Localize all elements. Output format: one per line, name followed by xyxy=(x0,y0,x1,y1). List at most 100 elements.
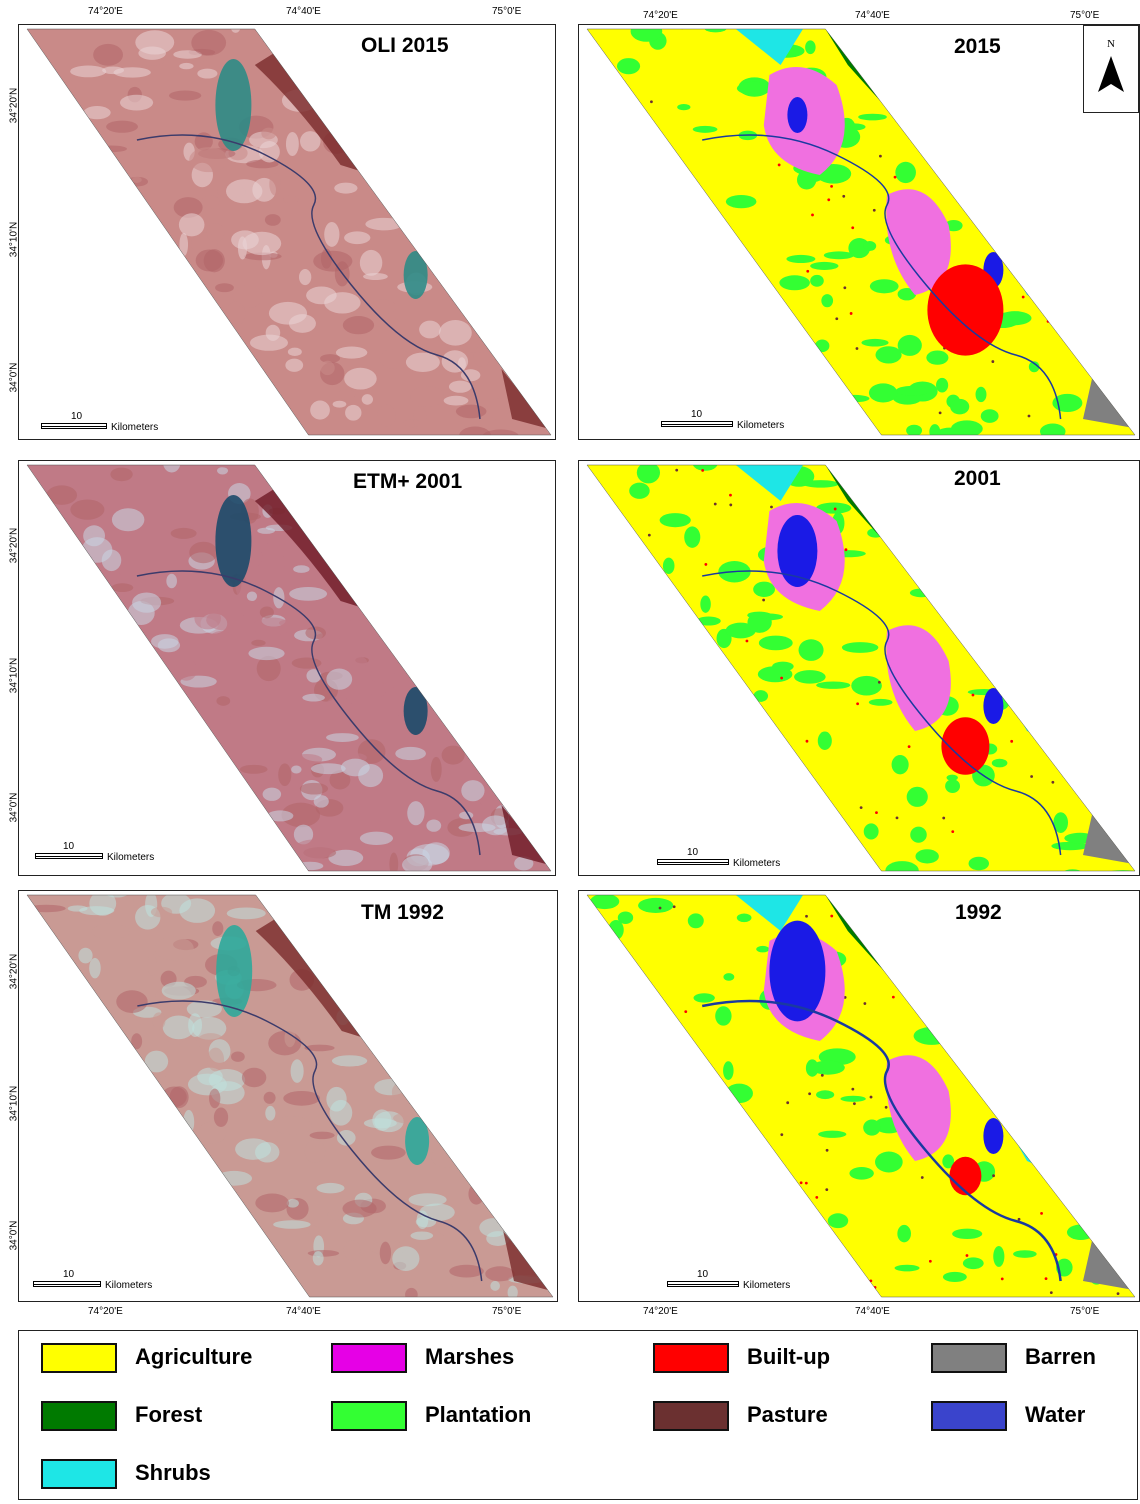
plantation-patch xyxy=(895,161,916,184)
scattered-pixel xyxy=(1021,295,1025,299)
texture-patch xyxy=(298,269,312,286)
jhelum-river xyxy=(137,1000,483,1282)
lon-label-bottom-left-3: 75°0'E xyxy=(492,1306,522,1317)
texture-patch xyxy=(241,1067,267,1088)
texture-patch xyxy=(479,1218,508,1238)
texture-patch xyxy=(207,1047,225,1072)
plantation-patch xyxy=(909,588,933,598)
texture-patch xyxy=(217,467,229,475)
texture-patch xyxy=(163,465,181,473)
texture-patch xyxy=(307,1249,340,1257)
texture-patch xyxy=(150,906,173,918)
plantation-patch xyxy=(693,993,715,1003)
legend-swatch xyxy=(331,1343,407,1373)
scattered-pixel xyxy=(804,1181,808,1185)
plantation-patch xyxy=(815,339,830,353)
texture-patch xyxy=(281,802,321,828)
texture-patch xyxy=(316,1182,345,1194)
texture-patch xyxy=(216,696,231,706)
plantation-patch xyxy=(991,758,1008,768)
texture-patch xyxy=(111,508,145,532)
plantation-patch xyxy=(802,480,839,488)
scattered-pixel xyxy=(805,739,809,743)
texture-patch xyxy=(343,1240,361,1261)
texture-patch xyxy=(262,787,282,801)
texture-patch xyxy=(215,283,234,293)
plantation-patch xyxy=(891,755,909,775)
legend-swatch xyxy=(41,1401,117,1431)
texture-patch xyxy=(320,248,333,269)
texture-patch xyxy=(266,810,294,822)
panel-tm-1992: TM 1992 10 Kilometers xyxy=(18,890,558,1302)
texture-patch xyxy=(175,658,198,681)
scene-outline xyxy=(26,464,552,872)
texture-patch xyxy=(263,1091,276,1104)
texture-patch xyxy=(359,249,383,276)
panel-title: ETM+ 2001 xyxy=(353,470,463,493)
plantation-patch xyxy=(952,1228,983,1239)
wular-lake xyxy=(787,97,808,133)
texture-patch xyxy=(131,176,142,183)
scattered-pixel xyxy=(701,468,705,472)
legend-label: Plantation xyxy=(425,1402,532,1427)
legend-label: Marshes xyxy=(425,1344,515,1369)
north-arrow-icon xyxy=(1098,56,1124,92)
plantation-patch xyxy=(692,125,718,133)
etm-2001-image xyxy=(26,464,552,872)
texture-patch xyxy=(216,1170,253,1186)
plantation-patch xyxy=(757,666,793,683)
plantation-patch xyxy=(715,1006,732,1026)
plantation-patch xyxy=(868,383,898,403)
scale-bar-graphic xyxy=(33,1281,101,1287)
texture-patch xyxy=(189,541,218,564)
scale-bar-graphic xyxy=(667,1281,739,1287)
texture-patch xyxy=(507,1285,518,1297)
plantation-patch xyxy=(942,1271,967,1283)
scale-unit: Kilometers xyxy=(737,420,785,431)
legend-label: Built-up xyxy=(747,1344,831,1369)
scale-unit: Kilometers xyxy=(107,852,155,863)
texture-patch xyxy=(173,197,203,218)
panel-title: OLI 2015 xyxy=(361,34,449,57)
texture-patch xyxy=(309,1131,335,1140)
plantation-patch xyxy=(794,670,826,684)
srinagar-built-up xyxy=(949,1156,982,1196)
plantation-patch xyxy=(736,81,772,96)
texture-patch xyxy=(293,824,314,845)
scattered-pixel xyxy=(853,1102,856,1106)
texture-patch xyxy=(268,1030,302,1056)
scattered-pixel xyxy=(992,1174,995,1178)
texture-patch xyxy=(133,895,142,910)
plantation-patch xyxy=(895,385,929,396)
scattered-pixel xyxy=(780,676,784,680)
lon-label-bottom-left-1: 74°20'E xyxy=(88,1306,123,1317)
scattered-pixel xyxy=(971,693,975,697)
texture-patch xyxy=(116,990,148,1013)
scattered-pixel xyxy=(842,194,846,198)
scattered-pixel xyxy=(780,1133,784,1137)
texture-patch xyxy=(161,981,196,1000)
texture-patch xyxy=(335,346,368,359)
plantation-patch xyxy=(897,1224,911,1243)
texture-patch xyxy=(285,358,304,372)
plantation-patch xyxy=(863,1119,881,1136)
texture-patch xyxy=(514,856,534,871)
texture-patch xyxy=(461,780,485,802)
satellite-scene xyxy=(27,29,551,435)
texture-patch xyxy=(334,182,358,194)
texture-patch xyxy=(441,745,465,765)
scattered-pixel xyxy=(991,360,995,363)
plantation-patch xyxy=(816,681,851,689)
scale-unit: Kilometers xyxy=(111,422,159,433)
scattered-pixel xyxy=(1133,437,1136,439)
texture-patch xyxy=(336,1130,356,1146)
texture-patch xyxy=(392,670,402,694)
plantation-patch xyxy=(700,595,711,613)
texture-patch xyxy=(299,131,321,152)
plantation-patch xyxy=(798,639,824,661)
texture-patch xyxy=(213,1107,229,1127)
classified-scene xyxy=(587,29,1136,439)
plantation-patch xyxy=(867,528,885,538)
plantation-patch xyxy=(897,287,917,301)
plantation-patch xyxy=(998,311,1032,326)
